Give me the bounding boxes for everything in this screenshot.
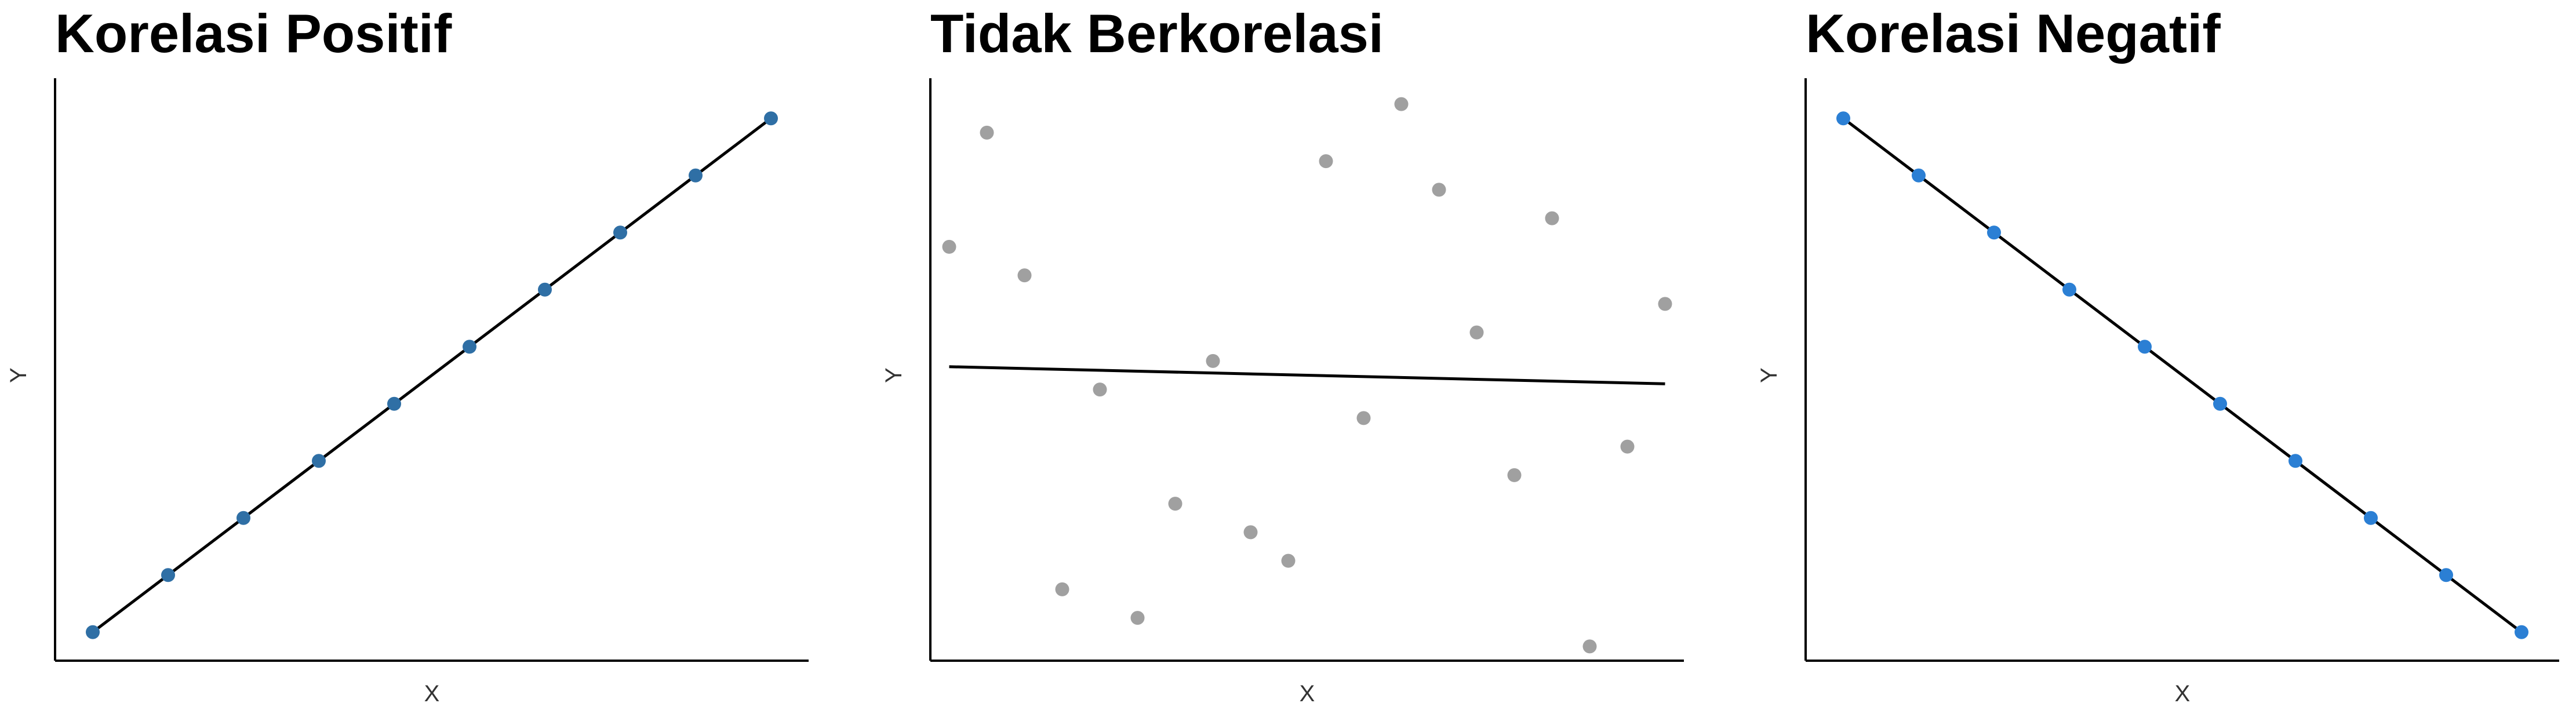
data-point (387, 396, 401, 411)
data-point (2364, 511, 2378, 525)
scatter-plot: XY (881, 78, 1684, 706)
data-point (538, 282, 552, 297)
data-point (1545, 211, 1559, 225)
data-point (942, 239, 956, 254)
data-point (1469, 325, 1484, 340)
trend-line (92, 117, 772, 633)
x-axis-label: X (424, 681, 440, 706)
data-point (161, 568, 175, 582)
trend-line (949, 365, 1665, 385)
data-point (1658, 297, 1672, 311)
data-point (1394, 97, 1409, 111)
scatter-plot: XY (1756, 78, 2559, 706)
data-point (312, 454, 326, 468)
data-point (1055, 582, 1069, 596)
data-point (1206, 354, 1220, 368)
chart-title: Tidak Berkorelasi (930, 3, 1384, 64)
data-point (1093, 382, 1107, 397)
data-point (2515, 625, 2528, 639)
data-point (1507, 468, 1522, 482)
data-point (1432, 183, 1446, 197)
y-axis-label: Y (881, 367, 907, 383)
data-point (1168, 497, 1183, 511)
data-point (764, 111, 778, 126)
data-point (1356, 411, 1371, 425)
scatter-plot: XY (6, 78, 809, 706)
data-point (613, 225, 627, 240)
data-point (1319, 154, 1333, 169)
data-point (2213, 396, 2227, 411)
data-point (2062, 282, 2076, 297)
x-axis-label: X (1300, 681, 1315, 706)
data-point (1582, 639, 1597, 654)
data-point (237, 511, 250, 525)
data-point (980, 125, 994, 140)
chart-title: Korelasi Negatif (1806, 3, 2221, 64)
data-point (1987, 225, 2001, 240)
trend-line (1842, 117, 2523, 633)
x-axis-label: X (2175, 681, 2191, 706)
data-point (2138, 340, 2152, 354)
y-axis-label: Y (6, 367, 31, 383)
data-point (2439, 568, 2453, 582)
data-point (1130, 611, 1145, 625)
y-axis-label: Y (1756, 367, 1782, 383)
data-point (2288, 454, 2302, 468)
data-point (1243, 525, 1258, 540)
chart-title: Korelasi Positif (55, 3, 452, 64)
data-point (1281, 553, 1296, 568)
data-point (689, 168, 703, 183)
data-point (463, 340, 476, 354)
data-point (86, 625, 100, 639)
data-point (1912, 168, 1926, 183)
data-point (1620, 439, 1635, 454)
data-point (1836, 111, 1850, 126)
data-point (1017, 268, 1032, 283)
